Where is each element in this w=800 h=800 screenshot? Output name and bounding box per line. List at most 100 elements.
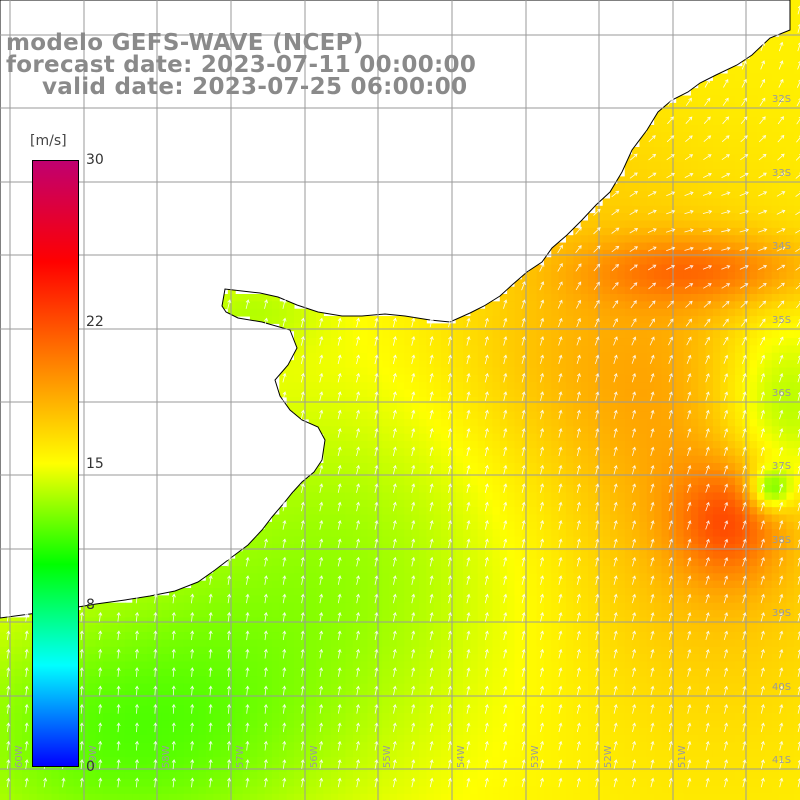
wind-speed-cell bbox=[573, 455, 582, 464]
wind-speed-cell bbox=[624, 426, 633, 435]
wind-speed-cell bbox=[147, 610, 155, 618]
wind-speed-cell bbox=[477, 389, 486, 398]
wind-speed-cell bbox=[771, 411, 780, 420]
wind-speed-cell bbox=[735, 543, 743, 552]
wind-speed-cell bbox=[477, 529, 486, 538]
wind-speed-cell bbox=[683, 433, 692, 442]
wind-speed-cell bbox=[786, 36, 795, 45]
wind-speed-cell bbox=[786, 132, 795, 141]
wind-speed-cell bbox=[411, 492, 420, 501]
wind-speed-cell bbox=[624, 404, 633, 413]
wind-speed-cell bbox=[683, 308, 692, 317]
wind-speed-cell bbox=[565, 514, 574, 523]
wind-speed-cell bbox=[477, 455, 486, 464]
wind-speed-cell bbox=[779, 676, 787, 685]
wind-speed-cell bbox=[705, 117, 714, 126]
wind-speed-cell bbox=[639, 521, 648, 530]
wind-speed-cell bbox=[654, 668, 662, 677]
wind-speed-cell bbox=[102, 610, 111, 618]
wind-speed-cell bbox=[764, 668, 773, 677]
wind-speed-cell bbox=[749, 308, 758, 317]
wind-speed-cell bbox=[771, 110, 780, 119]
wind-speed-cell bbox=[683, 257, 692, 266]
wind-speed-cell bbox=[698, 573, 707, 582]
wind-speed-cell bbox=[286, 507, 295, 515]
wind-speed-cell bbox=[330, 507, 339, 515]
wind-speed-cell bbox=[646, 404, 655, 413]
wind-speed-cell bbox=[712, 529, 721, 538]
wind-speed-cell bbox=[470, 639, 479, 648]
wind-speed-cell bbox=[227, 286, 236, 295]
wind-speed-cell bbox=[367, 521, 376, 530]
wind-speed-cell bbox=[683, 338, 692, 346]
wind-speed-cell bbox=[330, 418, 339, 427]
wind-speed-cell bbox=[793, 117, 800, 126]
wind-speed-cell bbox=[499, 521, 508, 530]
wind-speed-cell bbox=[705, 492, 714, 501]
wind-speed-cell bbox=[580, 565, 589, 574]
wind-speed-cell bbox=[477, 551, 486, 560]
wind-speed-cell bbox=[786, 323, 795, 332]
wind-speed-cell bbox=[330, 338, 339, 346]
wind-speed-cell bbox=[418, 316, 427, 324]
wind-speed-cell bbox=[543, 418, 552, 427]
wind-speed-cell bbox=[227, 676, 236, 685]
wind-speed-cell bbox=[455, 565, 464, 574]
wind-speed-cell bbox=[352, 492, 361, 501]
wind-speed-cell bbox=[102, 617, 111, 626]
wind-speed-cell bbox=[507, 396, 515, 405]
wind-speed-cell bbox=[404, 433, 413, 442]
wind-speed-cell bbox=[786, 169, 795, 177]
wind-speed-cell bbox=[514, 418, 523, 427]
wind-speed-cell bbox=[698, 639, 707, 648]
wind-speed-cell bbox=[698, 382, 707, 391]
wind-speed-cell bbox=[485, 507, 493, 515]
wind-speed-cell bbox=[433, 668, 442, 677]
wind-speed-cell bbox=[88, 617, 97, 626]
wind-speed-cell bbox=[426, 536, 435, 545]
wind-speed-cell bbox=[360, 426, 368, 435]
wind-speed-cell bbox=[573, 536, 582, 545]
wind-speed-cell bbox=[529, 602, 538, 611]
wind-speed-cell bbox=[308, 632, 317, 640]
wind-speed-cell bbox=[727, 198, 736, 207]
wind-speed-cell bbox=[7, 639, 16, 648]
wind-speed-cell bbox=[345, 551, 354, 560]
wind-speed-cell bbox=[418, 602, 427, 611]
wind-speed-cell bbox=[764, 117, 773, 126]
wind-speed-cell bbox=[654, 558, 662, 567]
wind-speed-cell bbox=[345, 565, 354, 574]
wind-speed-cell bbox=[588, 485, 596, 493]
wind-speed-cell bbox=[558, 485, 567, 493]
wind-speed-cell bbox=[529, 536, 538, 545]
wind-speed-cell bbox=[749, 323, 758, 332]
wind-speed-cell bbox=[764, 176, 773, 185]
wind-speed-cell bbox=[551, 352, 560, 361]
wind-speed-cell bbox=[411, 345, 420, 354]
wind-speed-cell bbox=[529, 316, 538, 324]
wind-speed-cell bbox=[698, 257, 707, 266]
wind-speed-cell bbox=[308, 492, 317, 501]
wind-speed-cell bbox=[720, 676, 729, 685]
wind-speed-cell bbox=[433, 558, 442, 567]
wind-speed-cell bbox=[242, 668, 251, 677]
wind-speed-cell bbox=[764, 448, 773, 457]
wind-speed-cell bbox=[786, 455, 795, 464]
wind-speed-cell bbox=[793, 632, 800, 640]
wind-speed-cell bbox=[588, 411, 596, 420]
wind-speed-cell bbox=[639, 132, 648, 141]
wind-speed-cell bbox=[382, 316, 391, 324]
wind-speed-cell bbox=[632, 418, 640, 427]
wind-speed-cell bbox=[235, 565, 244, 574]
wind-speed-cell bbox=[404, 485, 413, 493]
wind-speed-cell bbox=[727, 573, 736, 582]
wind-speed-cell bbox=[661, 169, 670, 177]
wind-speed-cell bbox=[749, 191, 758, 199]
wind-speed-cell bbox=[602, 271, 611, 280]
wind-speed-cell bbox=[588, 220, 596, 229]
wind-speed-cell bbox=[492, 382, 501, 391]
wind-speed-cell bbox=[565, 580, 574, 589]
wind-speed-cell bbox=[727, 360, 736, 368]
wind-speed-cell bbox=[588, 676, 596, 685]
wind-speed-cell bbox=[396, 602, 405, 611]
